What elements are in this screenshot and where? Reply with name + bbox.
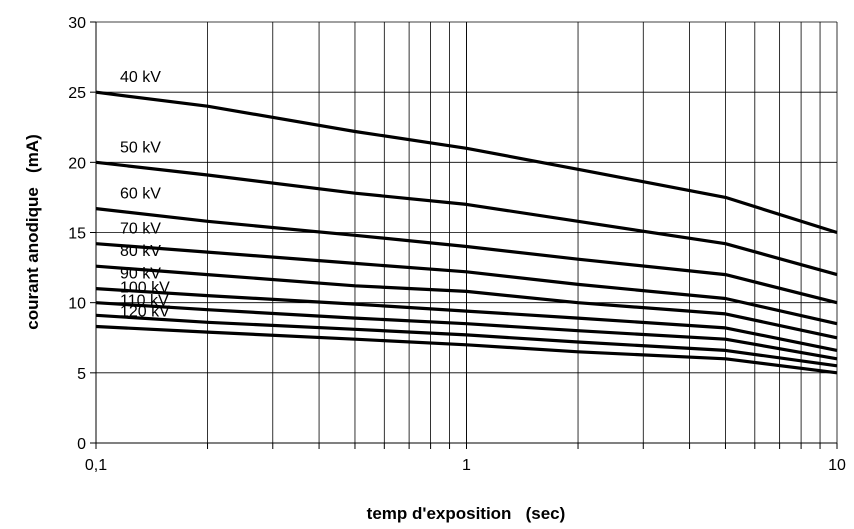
x-tick-label: 10 [828,457,846,474]
series-line-90-kv [95,287,838,352]
series-line-60-kv [95,207,838,305]
series-line-70-kv [95,242,838,326]
series-lines [95,90,838,375]
series-label: 110 kV [120,292,169,309]
y-tick-label: 25 [68,85,86,102]
series-line-80-kv [95,264,838,340]
x-axis-title: temp d'exposition (sec) [367,504,566,523]
axes: 0 5 10 15 20 25 30 0,1 1 10 [68,15,846,474]
series-line-100-kv [95,301,838,361]
y-tick-label: 5 [77,366,86,383]
series-label: 40 kV [120,69,161,86]
y-tick-label: 30 [68,15,86,32]
y-tick-label: 0 [77,436,86,453]
series-line-50-kv [95,160,838,277]
x-tick-label: 0,1 [85,457,107,474]
series-label: 50 kV [120,139,161,156]
series-label: 90 kV [120,266,161,283]
y-tick-label: 15 [68,226,86,243]
y-axis-title: courant anodique (mA) [23,134,42,330]
series-line-40-kv [95,90,838,235]
series-label: 60 kV [120,186,161,203]
x-tick-label: 1 [462,457,471,474]
y-tick-label: 10 [68,296,86,313]
series-label: 80 kV [120,243,161,260]
series-line-120-kv [95,324,838,375]
series-label: 100 kV [120,280,170,297]
series-line-110-kv [95,313,838,368]
series-label: 70 kV [120,221,161,238]
y-tick-label: 20 [68,155,86,172]
series-label: 120 kV [120,304,170,321]
grid [96,21,838,443]
